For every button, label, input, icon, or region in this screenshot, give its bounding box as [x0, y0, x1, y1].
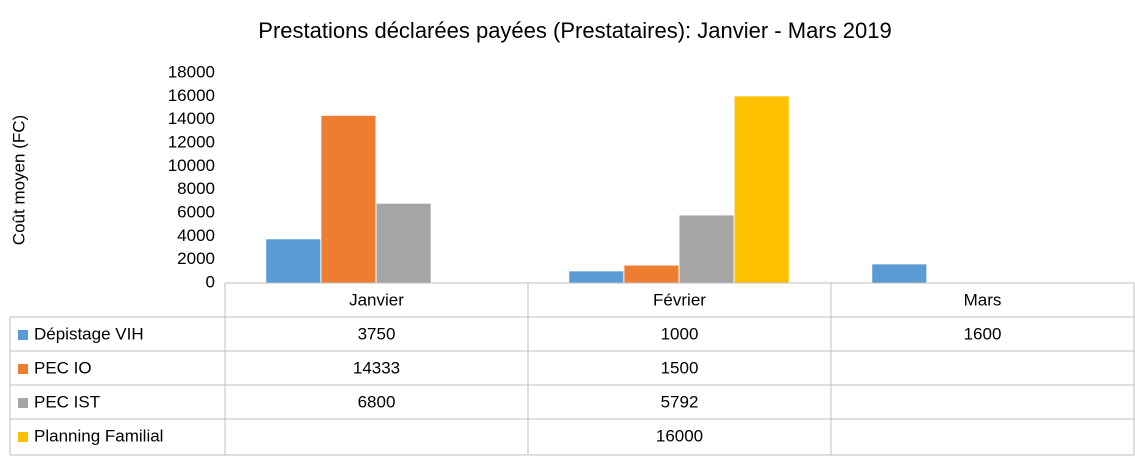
- bar: [266, 239, 321, 283]
- y-tick-label: 4000: [177, 226, 215, 245]
- table-value: 14333: [353, 358, 400, 377]
- bar: [321, 115, 376, 283]
- table-value: 16000: [656, 426, 703, 445]
- table-value: 1600: [964, 324, 1002, 343]
- legend-label: Dépistage VIH: [34, 324, 144, 343]
- y-tick-label: 18000: [168, 62, 215, 81]
- x-tick-label: Mars: [964, 290, 1002, 309]
- y-axis-label: Coût moyen (FC): [9, 115, 28, 245]
- legend-key: [18, 432, 28, 442]
- table-value: 1000: [661, 324, 699, 343]
- legend-key: [18, 364, 28, 374]
- x-tick-label: Janvier: [349, 290, 404, 309]
- table-value: 3750: [358, 324, 396, 343]
- y-tick-label: 16000: [168, 86, 215, 105]
- table-value: 5792: [661, 392, 699, 411]
- bar: [376, 203, 431, 283]
- legend-label: PEC IST: [34, 392, 100, 411]
- legend-label: Planning Familial: [34, 426, 163, 445]
- y-tick-label: 2000: [177, 249, 215, 268]
- table-value: 1500: [661, 358, 699, 377]
- legend-key: [18, 330, 28, 340]
- bar: [569, 271, 624, 283]
- y-tick-label: 14000: [168, 109, 215, 128]
- chart-title: Prestations déclarées payées (Prestatair…: [258, 18, 891, 43]
- legend-key: [18, 398, 28, 408]
- bar: [624, 265, 679, 283]
- bar: [679, 215, 734, 283]
- x-tick-label: Février: [653, 290, 706, 309]
- y-tick-label: 10000: [168, 156, 215, 175]
- legend-label: PEC IO: [34, 358, 92, 377]
- bar: [734, 96, 789, 283]
- y-tick-label: 12000: [168, 132, 215, 151]
- table-value: 6800: [358, 392, 396, 411]
- y-tick-label: 0: [206, 272, 215, 291]
- y-tick-label: 6000: [177, 202, 215, 221]
- y-tick-label: 8000: [177, 179, 215, 198]
- bar: [872, 264, 927, 283]
